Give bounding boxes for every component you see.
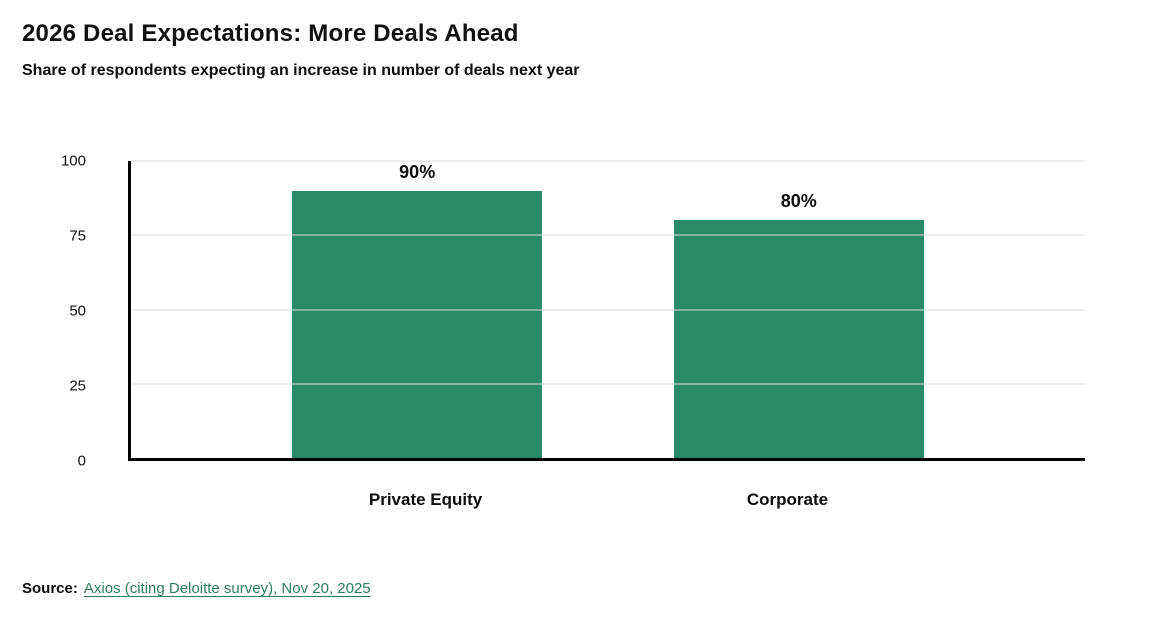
gridline [131, 234, 1085, 236]
x-axis-labels: Private Equity Corporate [128, 490, 1085, 510]
y-tick-label: 50 [69, 302, 86, 320]
chart-subtitle: Share of respondents expecting an increa… [22, 62, 580, 79]
source-label: Source: [22, 580, 78, 597]
y-tick-label: 25 [69, 377, 86, 395]
x-axis-label: Private Equity [368, 490, 483, 509]
bar-slot: 80% [608, 161, 990, 458]
gridline [131, 160, 1085, 162]
bar-private-equity: 90% [292, 162, 543, 458]
bar-value-label: 80% [780, 191, 817, 212]
bar-corporate: 80% [673, 191, 924, 458]
y-tick-label: 75 [69, 227, 86, 245]
source-link[interactable]: Axios (citing Deloitte survey), Nov 20, … [83, 580, 371, 597]
gridline [131, 309, 1085, 310]
y-tick-label: 0 [77, 452, 86, 470]
source-row: Source: Axios (citing Deloitte survey), N… [22, 580, 371, 597]
plot-area: 90% 80% [128, 160, 1085, 461]
chart-title: 2026 Deal Expectations: More Deals Ahead [22, 20, 519, 47]
bar-value-label: 90% [399, 161, 436, 182]
y-axis: 0 25 50 75 100 [22, 153, 86, 470]
y-tick-label: 100 [60, 152, 86, 170]
x-axis-label: Corporate [746, 490, 829, 509]
gridline [131, 383, 1085, 385]
